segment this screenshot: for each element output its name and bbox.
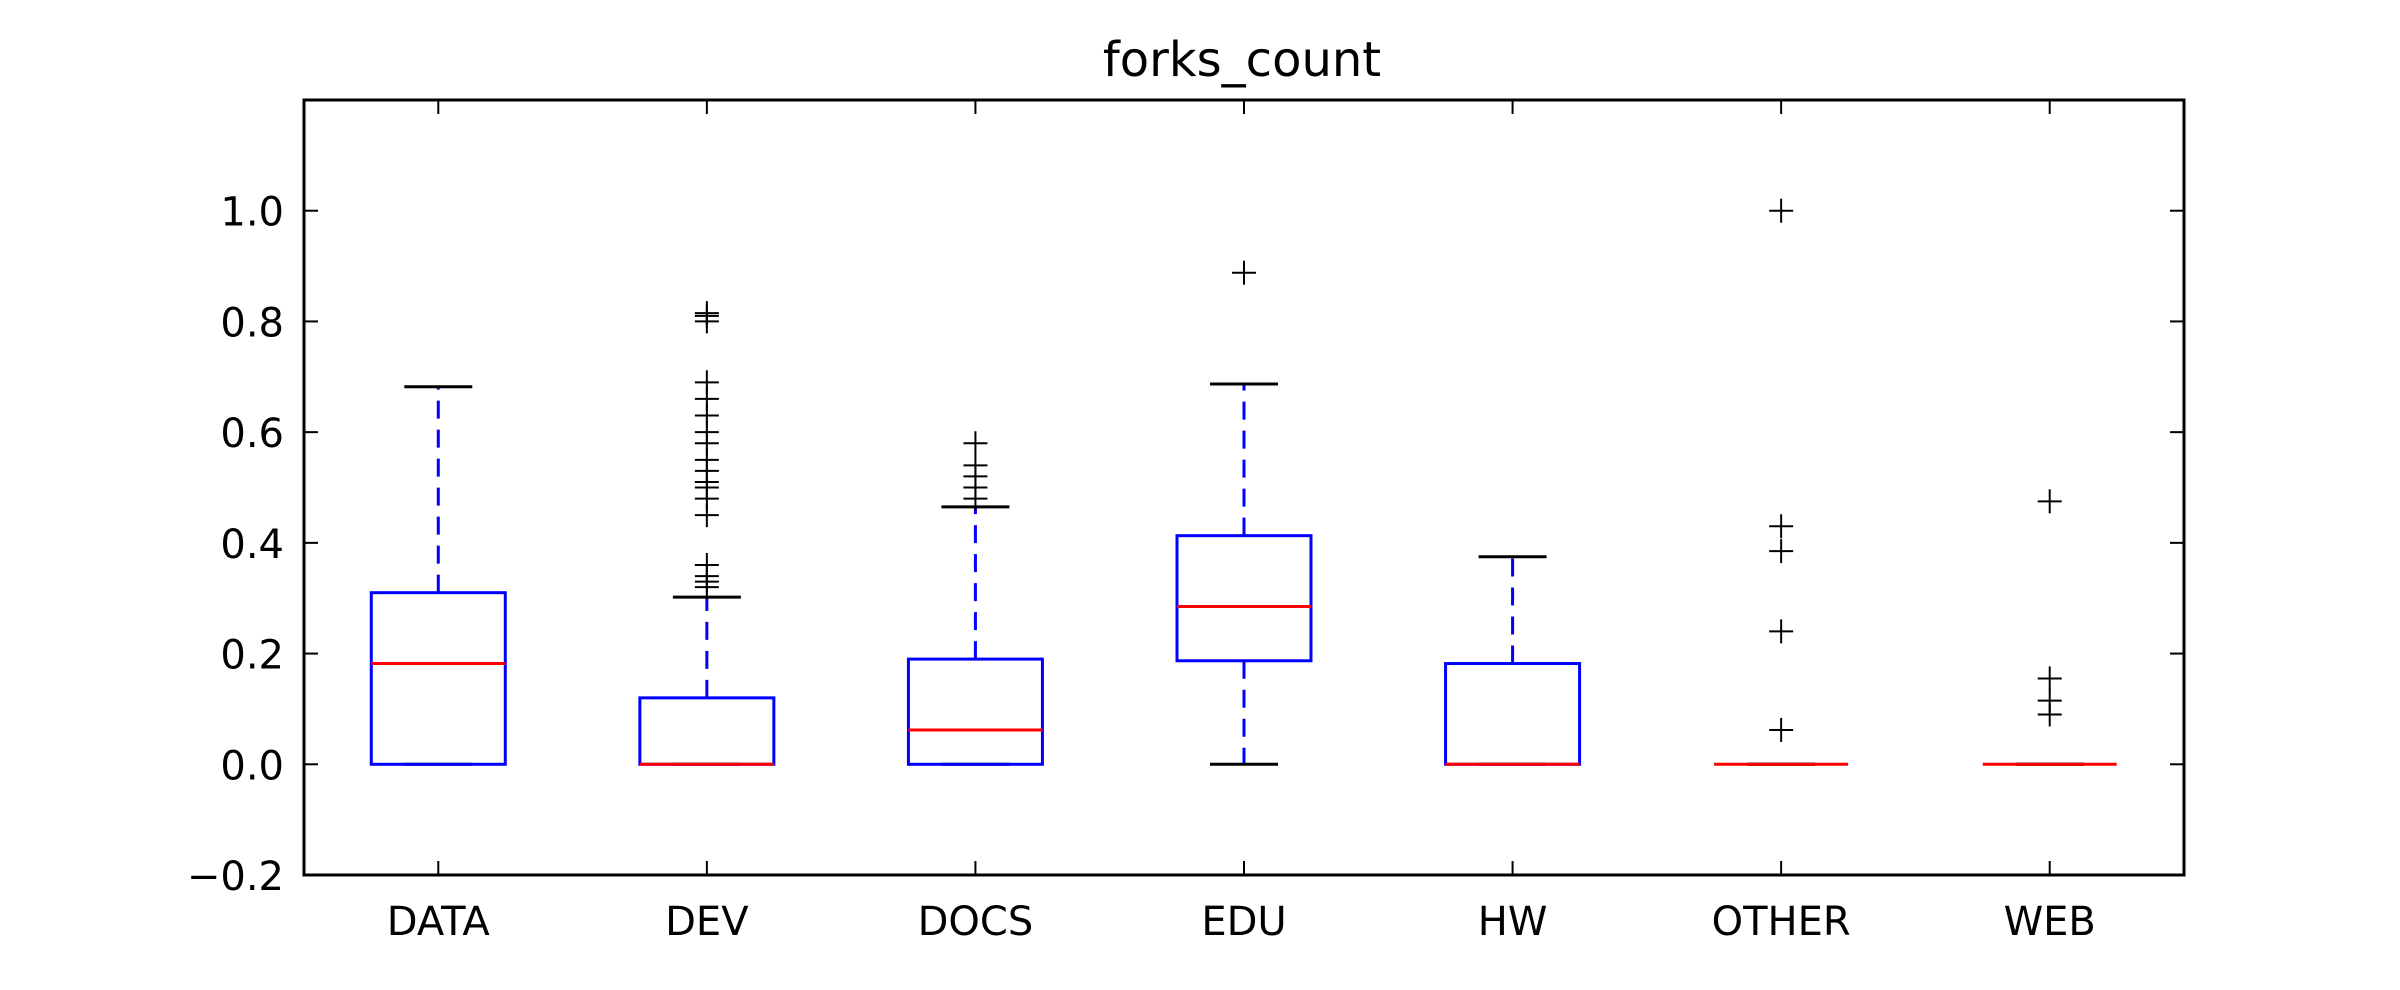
flier-point bbox=[694, 370, 719, 395]
y-tick-label: 0.6 bbox=[220, 411, 284, 457]
box bbox=[369, 591, 507, 766]
flier-point bbox=[2037, 666, 2062, 691]
flier-point bbox=[1769, 717, 1794, 742]
y-tick-label: 0.8 bbox=[220, 300, 284, 346]
y-tick-label: 0.4 bbox=[220, 522, 284, 568]
x-tick-label: OTHER bbox=[1712, 899, 1851, 945]
plot-frame bbox=[302, 98, 2186, 877]
box-group-web bbox=[1982, 489, 2117, 766]
x-tick-label: DOCS bbox=[918, 899, 1034, 945]
box bbox=[906, 657, 1044, 766]
flier-point bbox=[1769, 619, 1794, 644]
y-tick-label: −0.2 bbox=[187, 854, 284, 900]
x-tick-label: HW bbox=[1478, 899, 1548, 945]
box bbox=[1444, 662, 1582, 766]
x-tick-label: DATA bbox=[387, 899, 491, 945]
flier-point bbox=[694, 301, 719, 326]
flier-point bbox=[963, 431, 988, 456]
flier-point bbox=[2037, 688, 2062, 713]
box-group-docs bbox=[906, 431, 1044, 766]
flier-point bbox=[963, 453, 988, 478]
flier-point bbox=[1769, 198, 1794, 223]
flier-point bbox=[2037, 489, 2062, 514]
box-group-hw bbox=[1444, 555, 1582, 766]
box-group-data bbox=[369, 385, 507, 766]
boxes-layer bbox=[369, 198, 2117, 766]
y-tick-label: 0.2 bbox=[220, 633, 284, 679]
box-group-dev bbox=[638, 301, 776, 766]
x-tick-label: EDU bbox=[1201, 899, 1286, 945]
flier-point bbox=[694, 553, 719, 577]
box-group-other bbox=[1714, 198, 1849, 766]
flier-point bbox=[1769, 539, 1794, 564]
y-tick-label: 0.0 bbox=[220, 743, 284, 789]
ticks-layer: −0.2 0.0 0.2 0.4 0.6 0.8 1.0 DATA DEV DOCS EDU HW OT… bbox=[187, 100, 2184, 945]
box-group-edu bbox=[1175, 260, 1313, 766]
chart-title: forks_count bbox=[1103, 32, 1381, 88]
flier-point bbox=[1232, 260, 1256, 285]
box bbox=[1175, 534, 1313, 663]
box bbox=[638, 696, 776, 766]
x-tick-label: DEV bbox=[665, 899, 749, 945]
y-tick-label: 1.0 bbox=[220, 190, 284, 236]
x-tick-label: WEB bbox=[2004, 899, 2096, 945]
flier-point bbox=[1769, 514, 1794, 539]
